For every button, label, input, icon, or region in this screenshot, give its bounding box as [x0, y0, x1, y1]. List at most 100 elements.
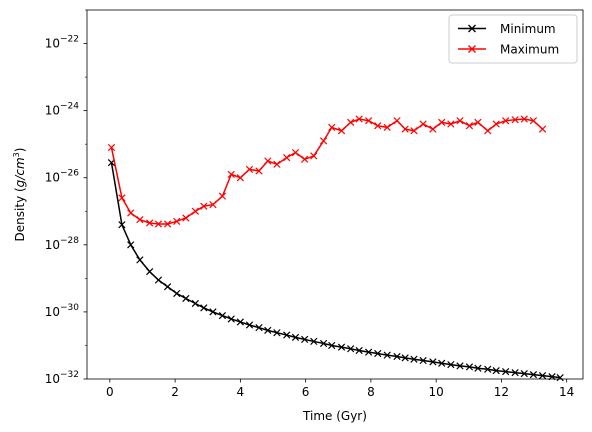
data-point-minimum: [319, 339, 328, 348]
data-point-minimum: [393, 352, 401, 361]
data-point-minimum: [538, 372, 547, 380]
legend: Minimum Maximum: [448, 14, 578, 64]
y-tick-label: 10−32: [45, 370, 79, 386]
data-point-minimum: [492, 366, 500, 375]
data-point-maximum: [410, 127, 418, 135]
data-point-minimum: [355, 346, 363, 355]
plot-frame: [86, 9, 584, 380]
data-point-maximum: [127, 209, 135, 217]
data-point-minimum: [529, 371, 538, 379]
data-point-maximum: [255, 167, 263, 175]
data-point-maximum: [118, 194, 126, 202]
data-point-maximum: [154, 220, 163, 228]
x-axis-ticks: 0 2 4 6 8 10 12 14: [106, 379, 574, 399]
data-point-maximum: [364, 117, 373, 125]
y-axis-ticks: 10−22 10−24 10−26 10−28 10−30 10−32: [45, 9, 87, 386]
x-tick-label: 10: [429, 385, 444, 399]
data-point-maximum: [429, 125, 437, 133]
data-point-maximum: [319, 137, 328, 145]
legend-label-maximum: Maximum: [500, 43, 559, 57]
data-point-minimum: [173, 289, 181, 298]
y-tick-label: 10−22: [45, 35, 79, 51]
data-point-minimum: [456, 362, 464, 370]
y-tick-label: 10−24: [45, 102, 80, 118]
data-point-minimum: [310, 337, 318, 346]
data-point-maximum: [236, 174, 244, 182]
data-point-maximum: [438, 118, 446, 127]
data-point-minimum: [291, 333, 300, 342]
data-point-minimum: [502, 367, 510, 376]
data-point-maximum: [520, 115, 528, 123]
data-point-minimum: [191, 299, 199, 308]
legend-box: [448, 14, 578, 64]
data-point-maximum: [301, 155, 309, 163]
data-point-minimum: [410, 355, 418, 363]
data-point-minimum: [419, 356, 427, 365]
series-line-maximum: [110, 118, 544, 225]
data-point-maximum: [502, 117, 510, 125]
series-minimum: [107, 159, 564, 382]
legend-label-minimum: Minimum: [500, 22, 556, 36]
data-point-maximum: [474, 118, 482, 127]
data-point-minimum: [520, 370, 528, 378]
data-point-minimum: [383, 351, 391, 359]
data-point-minimum: [429, 358, 437, 366]
data-point-maximum: [465, 122, 474, 130]
data-point-maximum: [182, 214, 190, 222]
data-point-maximum: [200, 202, 208, 210]
data-point-minimum: [337, 343, 346, 351]
data-point-minimum: [438, 359, 446, 367]
data-point-maximum: [337, 127, 346, 135]
data-point-minimum: [474, 364, 482, 372]
data-point-minimum: [511, 369, 519, 377]
data-point-maximum: [383, 123, 391, 132]
data-point-minimum: [245, 321, 254, 329]
x-tick-label: 12: [494, 385, 509, 399]
legend-item-maximum: Maximum: [458, 43, 559, 57]
x-tick-label: 6: [302, 385, 310, 399]
data-point-minimum: [465, 363, 474, 371]
data-point-minimum: [447, 360, 455, 369]
data-point-minimum: [200, 304, 208, 312]
data-point-minimum: [283, 331, 291, 339]
data-point-minimum: [556, 374, 564, 382]
data-point-maximum: [492, 120, 500, 128]
data-point-maximum: [163, 220, 172, 228]
y-tick-label: 10−30: [45, 303, 80, 319]
data-point-minimum: [163, 283, 172, 291]
data-point-minimum: [218, 311, 227, 320]
data-point-maximum: [218, 192, 227, 200]
y-tick-label: 10−28: [45, 236, 80, 252]
data-point-minimum: [301, 335, 309, 344]
data-point-minimum: [401, 354, 409, 362]
data-point-maximum: [310, 152, 318, 160]
x-tick-label: 14: [559, 385, 574, 399]
data-point-minimum: [136, 256, 144, 264]
data-point-maximum: [107, 143, 116, 152]
data-point-maximum: [173, 217, 181, 225]
data-point-maximum: [355, 115, 363, 123]
data-point-maximum: [374, 122, 382, 130]
data-point-maximum: [419, 120, 427, 128]
data-point-maximum: [401, 125, 409, 133]
data-point-minimum: [364, 348, 373, 356]
data-point-maximum: [484, 127, 492, 135]
series-maximum: [107, 115, 547, 228]
y-axis-label: Density (g/cm3): [12, 148, 27, 242]
data-point-minimum: [118, 221, 126, 229]
data-point-minimum: [182, 294, 190, 303]
data-point-maximum: [146, 219, 154, 227]
data-point-minimum: [374, 349, 382, 358]
data-point-maximum: [328, 123, 336, 132]
x-axis-label: Time (Gyr): [302, 409, 367, 423]
data-point-maximum: [291, 148, 300, 157]
legend-marker-minimum: [468, 24, 476, 33]
data-point-minimum: [273, 329, 281, 337]
data-point-minimum: [146, 268, 154, 276]
data-point-minimum: [227, 315, 235, 323]
legend-item-minimum: Minimum: [458, 22, 556, 36]
data-point-maximum: [264, 157, 272, 165]
data-point-minimum: [347, 345, 355, 353]
data-point-maximum: [393, 117, 401, 125]
